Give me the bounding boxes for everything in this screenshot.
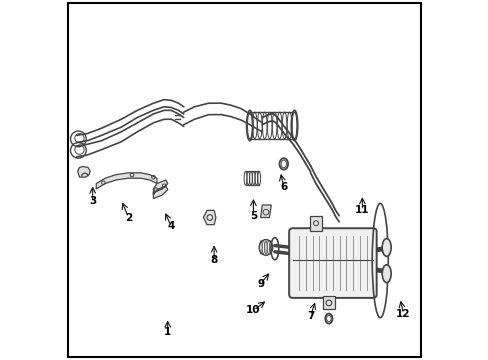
Text: 1: 1 [164,327,171,337]
Polygon shape [78,166,90,177]
Text: 12: 12 [395,309,410,319]
Polygon shape [310,216,321,231]
Polygon shape [260,205,271,217]
Polygon shape [323,296,334,309]
Text: 4: 4 [167,221,175,231]
Polygon shape [96,173,157,189]
Text: 6: 6 [280,182,287,192]
Text: 8: 8 [210,255,217,265]
Text: 10: 10 [245,305,260,315]
Text: 3: 3 [89,197,96,206]
Text: 11: 11 [354,205,369,215]
FancyBboxPatch shape [288,228,376,298]
Ellipse shape [382,238,390,256]
Text: 7: 7 [306,311,314,321]
Text: 5: 5 [249,211,257,221]
Polygon shape [153,180,167,199]
Text: 2: 2 [124,212,132,222]
Ellipse shape [382,265,390,283]
Polygon shape [203,210,216,225]
Text: 9: 9 [257,279,264,289]
